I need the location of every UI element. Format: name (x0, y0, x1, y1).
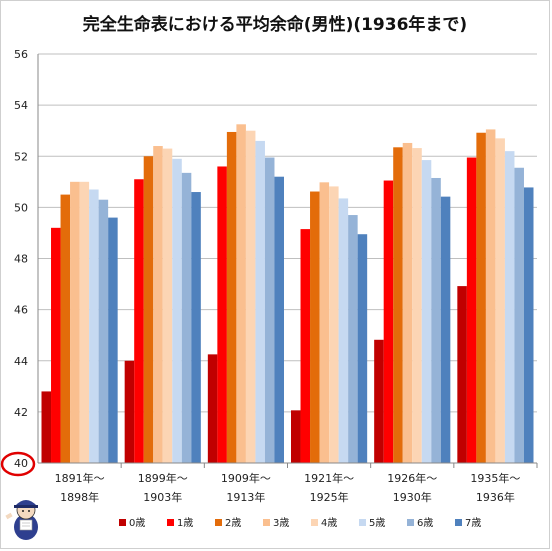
legend-swatch (359, 519, 366, 526)
bar (264, 157, 275, 463)
bar (181, 172, 192, 463)
mascot-icon (5, 500, 38, 540)
bar (348, 215, 358, 463)
legend-label: 5歳 (369, 517, 385, 529)
bar (495, 138, 505, 463)
y-tick-label: 52 (14, 150, 28, 163)
legend-label: 2歳 (225, 517, 241, 529)
bar (79, 181, 90, 463)
bar (440, 196, 451, 464)
bars (41, 124, 534, 464)
bar (143, 156, 154, 463)
bar (153, 146, 163, 463)
bar (357, 234, 368, 463)
bar (291, 410, 301, 463)
chart-title: 完全生命表における平均余命(男性)(1936年まで) (83, 14, 467, 35)
bar (319, 182, 330, 464)
y-tick-label: 40 (14, 457, 28, 470)
x-tick-label: 1903年 (143, 490, 182, 504)
bar (485, 129, 496, 464)
bar (466, 157, 477, 463)
x-tick-label: 1925年 (310, 490, 349, 504)
legend-swatch (455, 519, 462, 526)
bar (374, 339, 384, 463)
legend-label: 0歳 (129, 517, 145, 529)
y-tick-label: 50 (14, 201, 28, 214)
bar (274, 176, 284, 463)
x-tick-label: 1935年～ (470, 471, 520, 485)
bar (402, 142, 413, 463)
bar (70, 181, 80, 463)
y-tick-label: 42 (14, 406, 28, 419)
gridlines (38, 53, 537, 413)
bar (421, 160, 432, 463)
bar (172, 158, 182, 463)
bar (393, 147, 403, 463)
bar (51, 227, 61, 463)
legend-label: 4歳 (321, 517, 337, 529)
bar (108, 217, 118, 463)
bar (226, 131, 237, 463)
legend-label: 1歳 (177, 517, 193, 529)
bar (124, 360, 135, 463)
x-tick-label: 1930年 (393, 490, 432, 504)
bar (255, 140, 265, 463)
bar (207, 354, 218, 463)
legend-swatch (167, 519, 174, 526)
legend-swatch (215, 519, 222, 526)
bar (300, 229, 311, 463)
x-tick-label: 1921年～ (304, 471, 354, 485)
y-tick-label: 54 (14, 99, 28, 112)
x-tick-label: 1891年～ (55, 471, 105, 485)
bar (41, 391, 52, 463)
bar (245, 130, 256, 463)
bar (217, 166, 227, 463)
bar (329, 186, 339, 463)
bar (412, 148, 422, 463)
legend-swatch (407, 519, 414, 526)
y-axis: 40 42 44 46 48 50 52 54 56 (0, 48, 39, 477)
x-axis: 1891年～ 1898年 1899年～ 1903年 1909年～ 1913年 1921年～ 1… (38, 462, 538, 504)
x-tick-label: 1926年～ (387, 471, 437, 485)
bar (134, 179, 144, 463)
legend: 0歳 1歳 2歳 3歳 4歳 5歳 6歳 7歳 (119, 517, 481, 529)
bar (457, 286, 467, 463)
bar (431, 177, 441, 463)
x-tick-label: 1899年～ (138, 471, 188, 485)
x-tick-label: 1913年 (226, 490, 265, 504)
bar (191, 192, 201, 463)
legend-swatch (119, 519, 126, 526)
x-tick-label: 1898年 (60, 490, 99, 504)
bar (338, 198, 349, 463)
bar (476, 132, 486, 464)
bar (523, 187, 534, 463)
bar (504, 151, 515, 463)
bar (310, 191, 320, 463)
y-tick-label: 44 (14, 355, 28, 368)
legend-label: 6歳 (417, 517, 433, 529)
bar (98, 199, 109, 464)
bar (162, 148, 173, 464)
bar (60, 194, 71, 463)
bar (236, 124, 246, 463)
x-tick-label: 1909年～ (221, 471, 271, 485)
x-tick-label: 1936年 (476, 490, 515, 504)
bar (383, 180, 394, 464)
y-tick-label: 46 (14, 304, 28, 317)
legend-label: 7歳 (465, 517, 481, 529)
legend-swatch (263, 519, 270, 526)
y-tick-label: 48 (14, 253, 28, 266)
y-tick-label: 56 (14, 48, 28, 61)
bar (514, 167, 524, 464)
legend-label: 3歳 (273, 517, 289, 529)
highlight-circle (0, 451, 36, 477)
legend-swatch (311, 519, 318, 526)
bar (89, 189, 99, 463)
